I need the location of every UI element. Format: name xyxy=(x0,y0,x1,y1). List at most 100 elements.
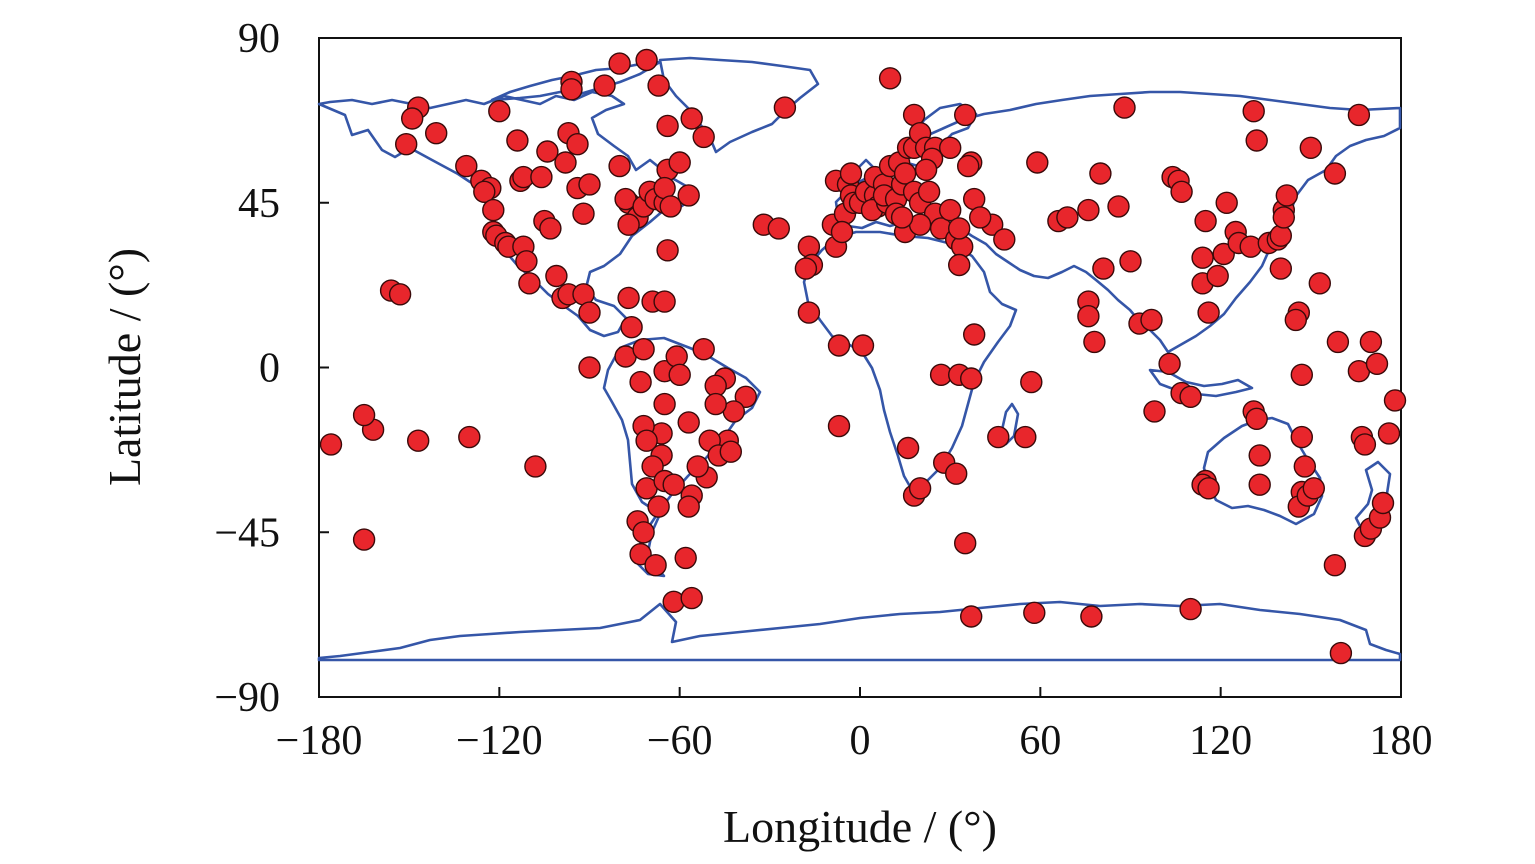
x-tick-label: 60 xyxy=(1019,718,1061,764)
data-point xyxy=(388,283,412,306)
data-point xyxy=(704,392,727,416)
data-point xyxy=(578,301,601,324)
coastline-eurasia xyxy=(834,90,1402,354)
data-point xyxy=(827,334,851,357)
data-point xyxy=(917,180,941,204)
data-point xyxy=(794,257,818,280)
data-point xyxy=(674,546,697,570)
data-point xyxy=(482,198,505,222)
data-point xyxy=(668,151,691,174)
y-tick-label: −45 xyxy=(214,510,280,556)
x-tick-label: 180 xyxy=(1370,718,1433,764)
data-point xyxy=(1119,250,1142,273)
data-point xyxy=(1179,385,1202,408)
data-point xyxy=(632,338,655,361)
data-point xyxy=(1206,264,1229,288)
data-point xyxy=(566,132,589,156)
data-point xyxy=(455,154,478,178)
data-point xyxy=(1284,308,1308,332)
data-point xyxy=(578,173,601,196)
data-point xyxy=(662,473,685,496)
data-point xyxy=(572,202,595,225)
x-tick-label: −180 xyxy=(276,718,363,764)
data-point xyxy=(473,180,496,204)
data-point xyxy=(635,48,658,72)
data-point xyxy=(1290,425,1314,449)
data-point xyxy=(1077,198,1100,222)
data-point xyxy=(401,107,424,130)
y-tick-label: −90 xyxy=(214,675,280,721)
data-point xyxy=(993,228,1016,251)
data-point xyxy=(1242,99,1265,123)
data-point xyxy=(632,521,655,544)
data-point xyxy=(767,217,790,240)
data-point xyxy=(1140,308,1163,332)
data-point xyxy=(1179,597,1202,621)
data-point xyxy=(1329,641,1353,665)
data-point xyxy=(593,74,616,97)
data-point xyxy=(1020,370,1043,394)
data-point xyxy=(1056,206,1079,229)
data-point xyxy=(635,429,658,452)
data-point xyxy=(1359,330,1383,354)
data-point xyxy=(1347,103,1371,127)
data-point xyxy=(319,433,343,456)
data-point xyxy=(1191,246,1214,269)
data-point xyxy=(963,323,986,346)
data-point xyxy=(1371,491,1395,515)
data-point xyxy=(677,184,700,207)
data-point xyxy=(1215,191,1238,215)
data-point xyxy=(948,253,971,277)
data-point xyxy=(1245,407,1268,430)
data-point xyxy=(458,425,481,449)
data-point xyxy=(1197,477,1220,500)
data-point xyxy=(1377,422,1401,445)
data-point xyxy=(948,217,971,240)
coastline-antarctica xyxy=(317,600,1402,662)
data-point xyxy=(957,154,980,178)
data-point xyxy=(1083,330,1106,354)
data-point xyxy=(914,158,938,182)
data-point xyxy=(1323,162,1347,185)
data-point xyxy=(1170,180,1193,204)
data-point xyxy=(656,239,679,262)
data-point xyxy=(1089,162,1112,185)
data-point xyxy=(1023,601,1046,624)
data-point xyxy=(629,543,652,566)
data-point xyxy=(839,162,863,185)
data-point xyxy=(656,114,679,138)
data-point xyxy=(1275,184,1299,207)
data-point xyxy=(1197,301,1220,324)
data-point xyxy=(530,165,553,189)
data-point xyxy=(890,206,914,229)
data-point xyxy=(1326,330,1350,354)
data-point xyxy=(830,220,854,244)
data-point xyxy=(677,411,700,434)
data-point xyxy=(734,385,757,408)
data-point xyxy=(395,132,418,156)
x-axis: −180 −120 −60 0 60 120 180 xyxy=(276,687,1433,764)
data-point xyxy=(1269,224,1293,247)
data-point xyxy=(1107,195,1130,218)
x-tick-label: −60 xyxy=(647,718,713,764)
data-point xyxy=(536,140,559,163)
data-point xyxy=(987,425,1010,449)
x-tick-label: −120 xyxy=(456,718,543,764)
data-point xyxy=(960,605,983,628)
data-point xyxy=(1239,235,1262,258)
data-point xyxy=(1293,455,1317,478)
data-point xyxy=(692,338,715,361)
data-point xyxy=(659,195,682,218)
data-point xyxy=(1299,136,1323,160)
data-point xyxy=(1302,477,1326,500)
data-point xyxy=(1080,605,1103,628)
data-point xyxy=(608,52,631,75)
data-point xyxy=(1383,389,1407,412)
y-tick-label: 0 xyxy=(259,346,280,392)
data-point xyxy=(797,235,821,258)
data-point xyxy=(1290,363,1314,386)
data-point xyxy=(1365,352,1389,375)
data-point xyxy=(692,125,715,149)
data-point xyxy=(680,107,703,130)
